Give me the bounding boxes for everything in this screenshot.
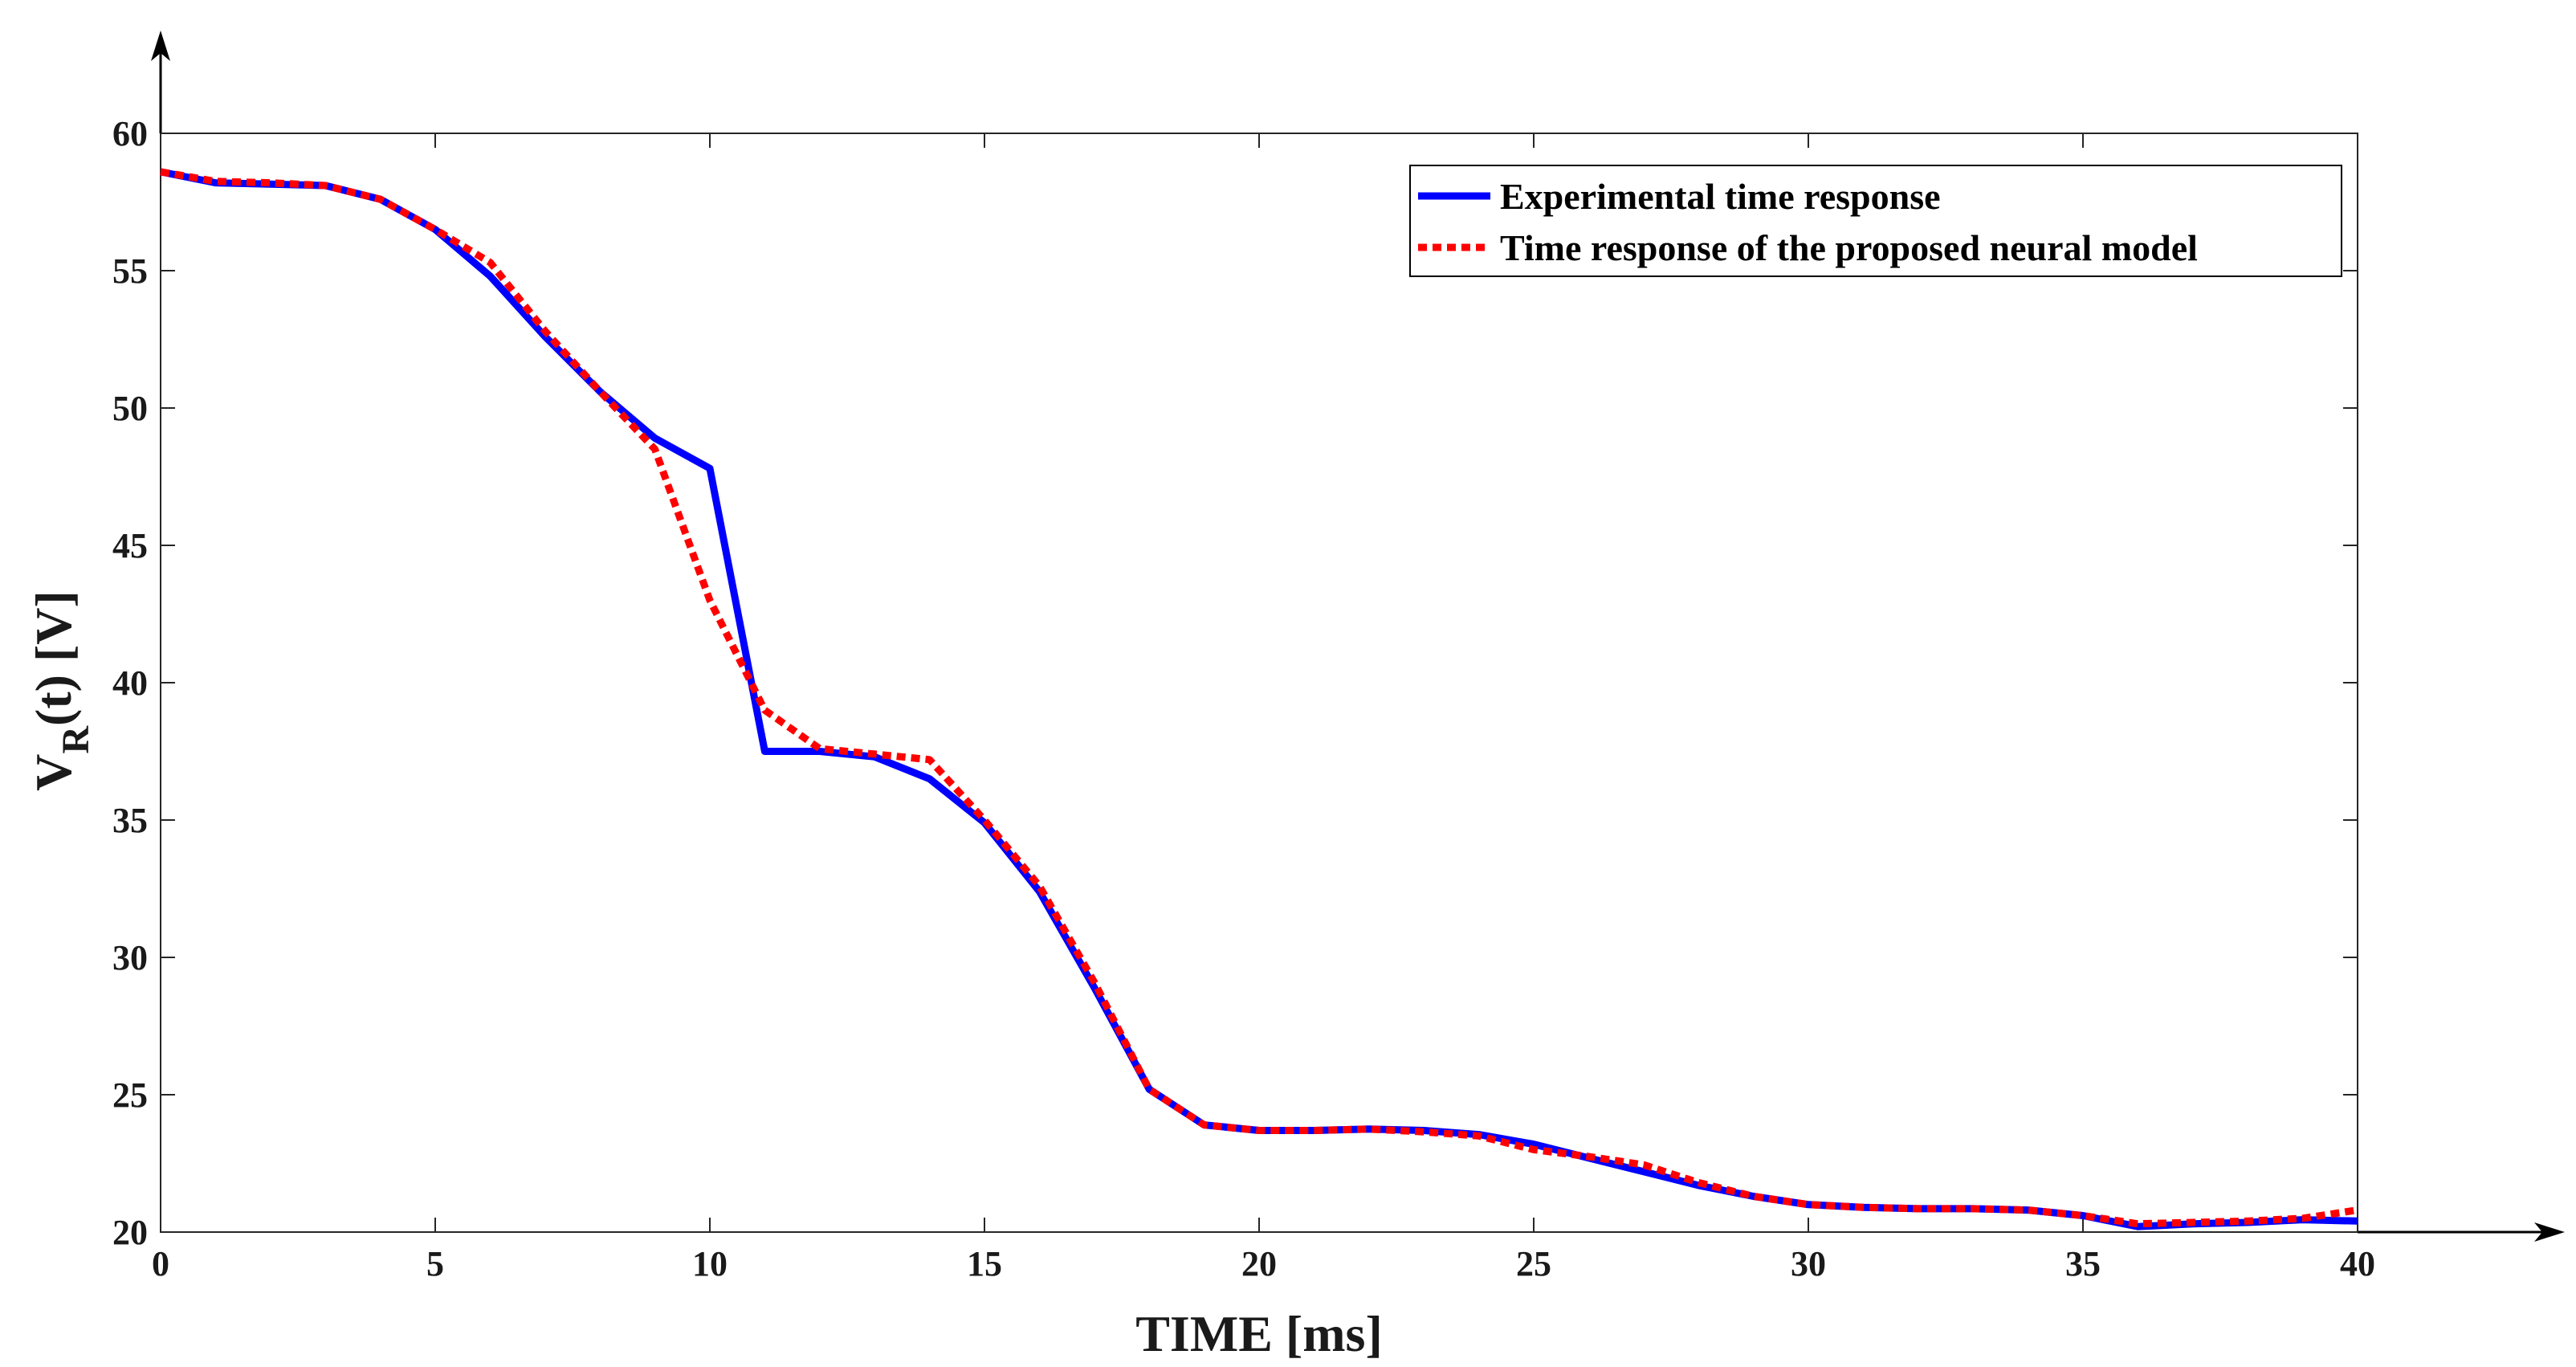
x-tick-label: 10	[692, 1244, 728, 1283]
x-tick-label: 40	[2340, 1244, 2375, 1283]
y-tick-label: 20	[112, 1213, 148, 1252]
y-tick-label: 35	[112, 801, 148, 840]
x-tick-label: 15	[967, 1244, 1002, 1283]
legend-label: Time response of the proposed neural mod…	[1500, 227, 2198, 268]
y-axis-title-subscript: R	[55, 725, 97, 754]
legend-box	[1409, 165, 2342, 277]
x-tick-label: 35	[2065, 1244, 2101, 1283]
y-axis-title-rest: (t) [V]	[25, 590, 82, 726]
plot-frame	[160, 133, 2358, 1233]
y-tick-label: 40	[112, 663, 148, 703]
x-axis-title: TIME [ms]	[1135, 1305, 1383, 1362]
x-tick-label: 20	[1241, 1244, 1277, 1283]
y-tick-label: 50	[112, 389, 148, 428]
x-tick-label: 30	[1791, 1244, 1826, 1283]
y-tick-label: 45	[112, 526, 148, 565]
y-tick-label: 60	[112, 114, 148, 153]
y-tick-label: 30	[112, 938, 148, 977]
y-axis-title-group: VR(t) [V]	[25, 590, 97, 791]
legend-label: Experimental time response	[1500, 176, 1941, 217]
y-axis-arrowhead	[151, 31, 170, 61]
x-tick-label: 25	[1516, 1244, 1551, 1283]
y-tick-label: 55	[112, 251, 148, 291]
y-tick-label: 25	[112, 1075, 148, 1115]
x-tick-label: 0	[152, 1244, 169, 1283]
y-axis-title: VR(t) [V]	[25, 590, 97, 791]
x-tick-label: 5	[426, 1244, 444, 1283]
y-axis-title-main: V	[25, 754, 82, 791]
x-axis-arrowhead	[2534, 1222, 2565, 1242]
series-line-experimental	[160, 168, 2358, 1230]
series-line-neural-model	[160, 168, 2358, 1228]
